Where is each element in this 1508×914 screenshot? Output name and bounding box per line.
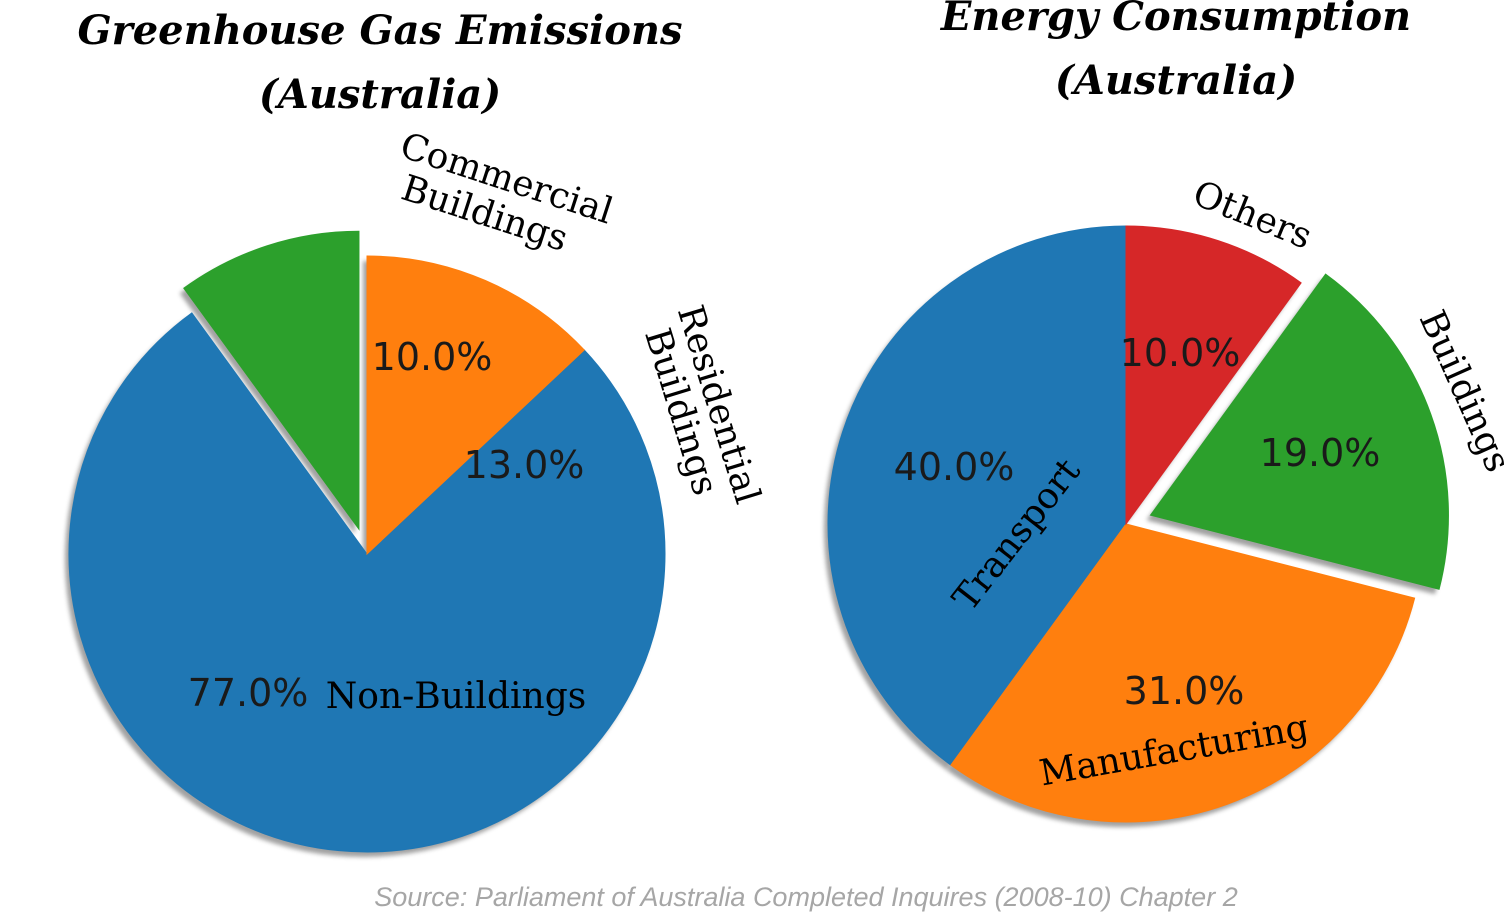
- slice-manufacturing[interactable]: [950, 523, 1416, 823]
- source-note: Source: Parliament of Australia Complete…: [374, 882, 1237, 912]
- pct-label-commercial-buildings: 10.0%: [372, 335, 493, 379]
- pct-label-manufacturing: 31.0%: [1124, 669, 1245, 713]
- slice-transport[interactable]: [827, 225, 1127, 766]
- pie-chart-greenhouse: Greenhouse Gas Emissions (Australia) 10.…: [64, 7, 768, 857]
- pct-label-others: 10.0%: [1120, 331, 1241, 375]
- pct-label-buildings: 19.0%: [1260, 431, 1381, 475]
- chart-title-line-1: Greenhouse Gas Emissions: [78, 7, 683, 54]
- chart-title-line-2: (Australia): [1055, 57, 1297, 104]
- slice-buildings[interactable]: [1149, 273, 1449, 590]
- slice-non-buildings[interactable]: [68, 312, 666, 853]
- slice-others[interactable]: [1125, 225, 1302, 526]
- chart-title-line-2: (Australia): [259, 71, 501, 118]
- slice-residential-buildings[interactable]: [366, 255, 585, 556]
- pct-label-residential-buildings: 13.0%: [464, 443, 585, 487]
- category-label-non-buildings: Non-Buildings: [326, 676, 586, 717]
- chart-title-line-1: Energy Consumption: [940, 0, 1411, 40]
- slice-commercial-buildings[interactable]: [183, 230, 360, 531]
- pie-chart-energy: Energy Consumption (Australia) 40.0% 31.…: [823, 0, 1508, 828]
- pct-label-transport: 40.0%: [894, 445, 1015, 489]
- pct-label-non-buildings: 77.0%: [188, 671, 309, 715]
- category-label-commercial-buildings: Commercial Buildings: [395, 125, 618, 260]
